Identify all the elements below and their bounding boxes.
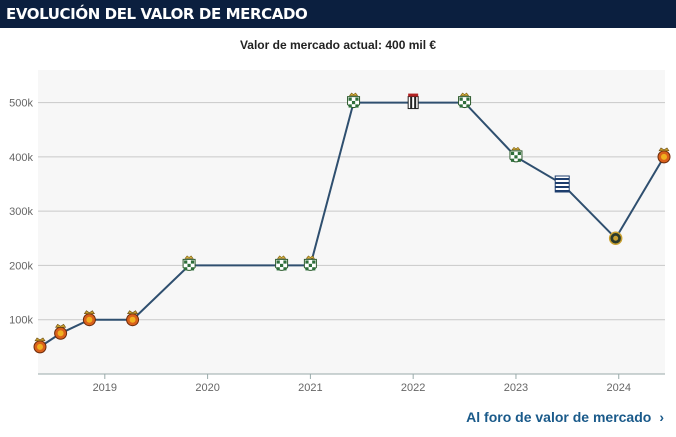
data-point-club-badge[interactable] <box>126 310 140 327</box>
data-point-club-badge[interactable] <box>275 255 289 271</box>
chevron-right-icon: › <box>659 409 664 425</box>
chart-title: Valor de mercado actual: 400 mil € <box>239 38 437 52</box>
section-header: Evolución del valor de mercado <box>0 0 676 28</box>
x-tick-label: 2019 <box>93 382 117 394</box>
data-point-club-badge[interactable] <box>54 323 68 340</box>
data-point-club-badge[interactable] <box>82 310 96 327</box>
data-point-club-badge[interactable] <box>33 337 47 354</box>
market-value-chart: 100k 200k 300k 400k 500k 2019 2020 2021 2022 2023… <box>9 70 671 394</box>
market-value-forum-link[interactable]: Al foro de valor de mercado › <box>466 409 664 425</box>
y-tick-label: 200k <box>9 260 33 272</box>
y-tick-label: 400k <box>9 152 33 164</box>
section-title: Evolución del valor de mercado <box>6 5 308 23</box>
data-point-club-badge[interactable] <box>608 231 623 246</box>
data-point-club-badge[interactable] <box>347 92 361 109</box>
x-tick-label: 2023 <box>504 382 528 394</box>
y-tick-label: 500k <box>9 98 33 110</box>
y-tick-label: 300k <box>9 206 33 218</box>
y-tick-label: 100k <box>9 315 33 327</box>
x-tick-label: 2024 <box>607 382 631 394</box>
forum-link-label: Al foro de valor de mercado <box>466 409 652 425</box>
x-tick-label: 2022 <box>401 382 425 394</box>
data-point-club-badge[interactable] <box>509 146 523 163</box>
data-point-club-badge[interactable] <box>407 93 419 110</box>
x-tick-label: 2020 <box>195 382 219 394</box>
data-point-club-badge[interactable] <box>657 147 671 164</box>
data-point-club-badge[interactable] <box>458 92 472 109</box>
data-point-club-badge[interactable] <box>554 175 570 193</box>
x-tick-label: 2021 <box>298 382 322 394</box>
plot-area <box>38 70 665 374</box>
data-point-club-badge[interactable] <box>303 255 317 271</box>
data-point-club-badge[interactable] <box>182 255 196 271</box>
series-line <box>39 101 665 348</box>
